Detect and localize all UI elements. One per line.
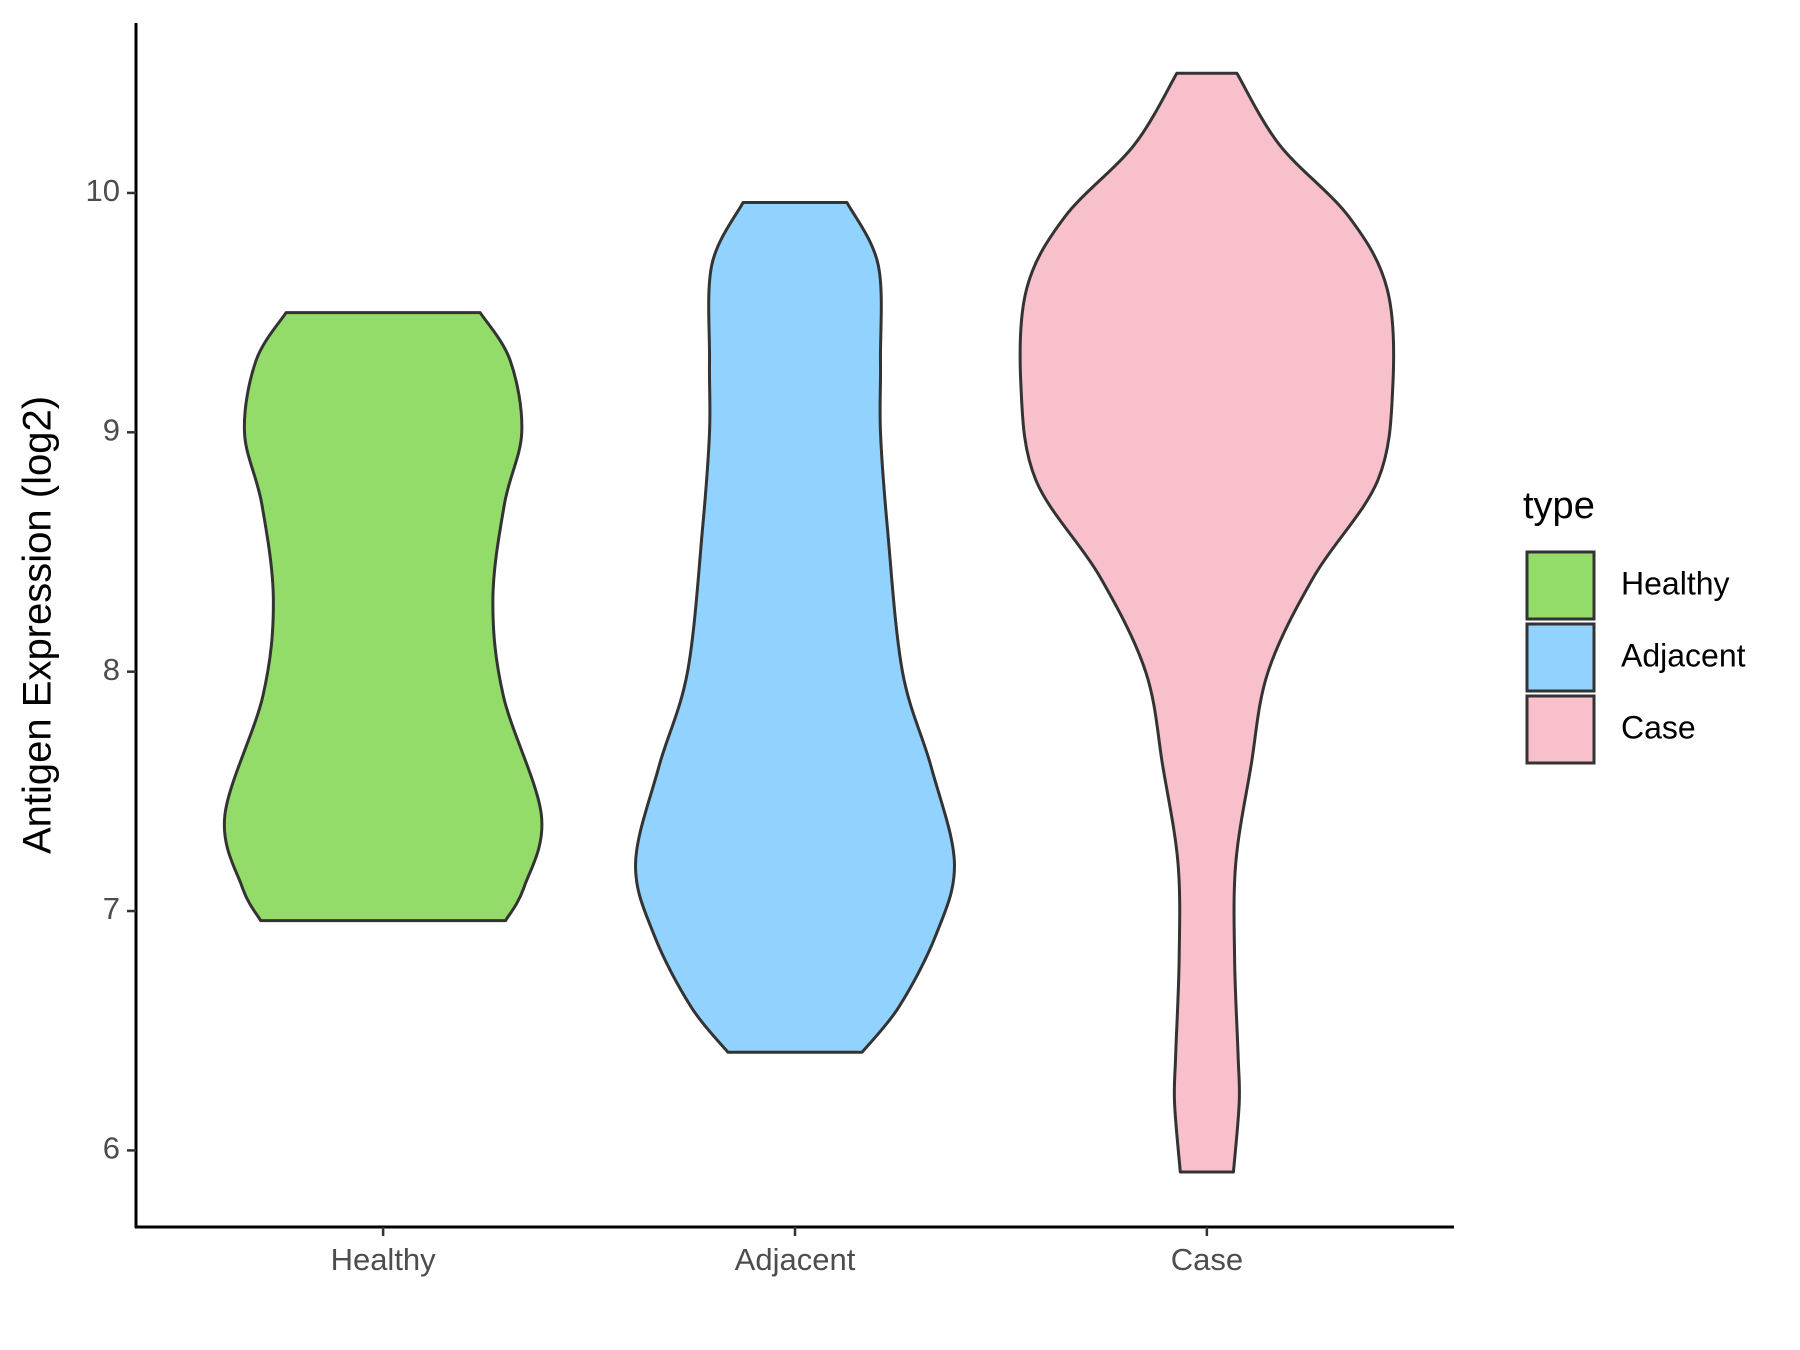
y-tick-label: 6	[103, 1131, 120, 1166]
y-tick-label: 9	[103, 412, 120, 447]
y-tick-label: 7	[103, 891, 120, 926]
x-tick-label: Adjacent	[735, 1242, 856, 1277]
legend-label: Healthy	[1621, 565, 1730, 601]
violin	[222, 311, 544, 923]
violin	[1018, 71, 1396, 1174]
y-tick-label: 10	[86, 173, 120, 208]
y-axis-label: Antigen Expression (log2)	[16, 396, 60, 854]
x-tick-label: Case	[1171, 1242, 1243, 1277]
legend-key	[1525, 550, 1596, 621]
legend-label: Adjacent	[1621, 637, 1746, 673]
legend-label: Case	[1621, 709, 1696, 745]
y-tick-label: 8	[103, 652, 120, 687]
legend-title: type	[1523, 485, 1595, 527]
legend-key	[1525, 622, 1596, 693]
violin	[634, 201, 956, 1054]
x-tick-label: Healthy	[331, 1242, 437, 1277]
legend-key	[1525, 694, 1596, 765]
